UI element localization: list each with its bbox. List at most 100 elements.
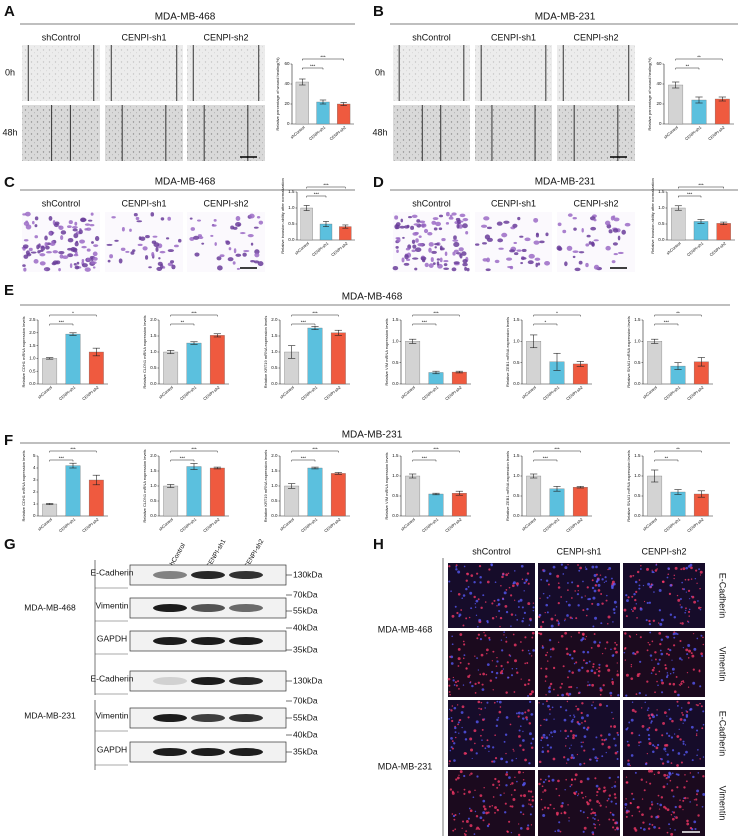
if-signal [577,722,580,725]
if-signal [700,652,703,655]
cell [613,253,618,256]
if-signal [449,708,451,711]
if-signal [454,731,457,734]
cell [524,237,531,242]
panel-title: MDA-MB-231 [535,177,596,188]
if-signal [655,673,657,676]
if-signal [544,675,548,678]
cell [167,216,171,221]
blot-band [191,571,225,579]
if-signal [614,744,617,747]
if-signal [463,654,466,657]
if-signal [702,775,705,778]
if-signal [672,682,676,686]
if-signal [539,625,543,629]
if-signal [639,636,642,639]
y-tick-label: 1.5 [658,189,665,194]
if-signal [676,786,679,789]
if-signal [702,793,706,796]
significance-label: *** [323,183,329,188]
error-bar [323,221,329,227]
if-signal [591,565,595,569]
if-signal [632,610,634,612]
if-signal [639,660,642,663]
significance-label: *** [433,311,439,316]
if-signal [519,725,522,728]
cell [445,222,450,225]
cell [167,249,175,253]
marker-label: 55kDa [293,712,318,722]
if-signal [455,568,458,571]
if-signal [639,741,642,743]
if-signal [666,672,669,674]
if-signal [480,606,483,610]
if-signal [639,568,642,570]
if-signal [696,789,700,793]
if-signal [454,736,457,739]
if-signal [448,565,451,568]
if-signal [626,599,629,603]
if-signal [664,664,667,667]
if-signal [625,673,629,677]
if-signal [693,799,696,801]
if-signal [654,691,656,694]
if-signal [493,599,496,602]
error-bar [319,99,327,105]
if-signal [600,734,603,737]
y-tick-label: 0 [33,513,36,518]
cell [236,267,241,270]
if-signal [609,725,613,728]
if-signal [496,660,499,663]
if-signal [666,783,669,785]
cell [73,233,79,239]
if-signal [626,740,629,743]
column-label: CENPI-sh2 [203,198,248,208]
if-signal [668,682,672,686]
if-signal [505,691,508,694]
bar [428,493,444,517]
if-signal [659,649,662,652]
significance-label: *** [687,192,693,197]
y-tick-label: 0.5 [29,368,36,373]
if-signal [526,572,530,575]
if-signal [509,723,512,726]
cell [93,244,99,248]
cell [201,242,205,245]
if-signal [547,806,550,810]
if-signal [551,706,554,709]
y-axis-label: Relative KRT19 mRNA expression levels [263,316,268,388]
if-signal [702,756,705,758]
if-signal [660,638,664,641]
if-signal [646,752,648,755]
if-signal [684,578,687,581]
cell [527,260,534,265]
if-signal [594,756,598,760]
if-signal [500,639,503,641]
if-signal [573,792,577,796]
y-tick-label: 1.5 [392,453,399,458]
if-signal [690,566,693,570]
blot-band [191,748,225,756]
if-signal [582,741,584,744]
if-signal [634,829,638,832]
if-signal [676,700,679,703]
if-signal [524,636,527,639]
cell [230,225,235,230]
cell [160,263,164,269]
if-signal [688,598,691,600]
if-signal [529,619,532,622]
if-signal [666,753,669,756]
y-axis-label: Relative SNAI1 mRNA expression levels [626,450,631,522]
if-signal [687,701,690,705]
if-signal [651,640,654,643]
if-signal [669,673,672,675]
error-bar [409,473,417,479]
if-signal [469,824,473,828]
if-signal [585,568,588,571]
blot-band [153,748,187,756]
cell [84,228,88,231]
if-signal [503,792,505,794]
cell [521,257,527,260]
cell [52,250,59,254]
error-bar [674,205,682,211]
